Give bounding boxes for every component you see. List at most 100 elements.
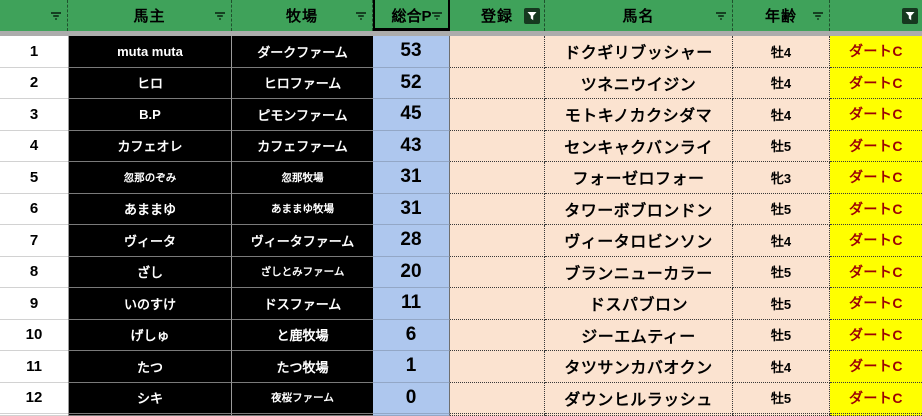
cell-farm[interactable]: あままゆ牧場 — [232, 193, 373, 225]
cell-entry[interactable] — [450, 382, 545, 414]
cell-owner[interactable]: いのすけ — [68, 288, 232, 320]
header-cell-surface[interactable] — [830, 0, 922, 31]
cell-entry[interactable] — [450, 225, 545, 257]
cell-points[interactable]: 31 — [373, 162, 450, 194]
cell-farm[interactable]: たつ牧場 — [232, 351, 373, 383]
cell-points[interactable]: 6 — [373, 319, 450, 351]
cell-farm[interactable]: ヒロファーム — [232, 67, 373, 99]
cell-owner[interactable]: あままゆ — [68, 193, 232, 225]
cell-age[interactable]: 牡5 — [733, 319, 830, 351]
cell-points[interactable]: 11 — [373, 288, 450, 320]
cell-surface[interactable]: ダートC — [830, 36, 922, 68]
cell-points[interactable]: 20 — [373, 256, 450, 288]
cell-age[interactable]: 牡4 — [733, 67, 830, 99]
cell-rank[interactable]: 5 — [0, 162, 68, 194]
cell-surface[interactable]: ダートC — [830, 319, 922, 351]
cell-farm[interactable]: ざしとみファーム — [232, 256, 373, 288]
filter-funnel-icon[interactable] — [524, 7, 540, 24]
cell-horse[interactable]: センキャクバンライ — [545, 130, 733, 162]
cell-horse[interactable]: ドクギリブッシャー — [545, 36, 733, 68]
cell-age[interactable]: 牡5 — [733, 256, 830, 288]
cell-rank[interactable]: 7 — [0, 225, 68, 257]
cell-surface[interactable]: ダートC — [830, 382, 922, 414]
cell-points[interactable]: 53 — [373, 36, 450, 68]
cell-horse[interactable]: ブランニューカラー — [545, 256, 733, 288]
cell-entry[interactable] — [450, 256, 545, 288]
header-cell-rank[interactable] — [0, 0, 68, 31]
header-cell-horse[interactable]: 馬名 — [545, 0, 733, 31]
cell-farm[interactable]: ダークファーム — [232, 36, 373, 68]
cell-owner[interactable]: muta muta — [68, 36, 232, 68]
cell-points[interactable]: 31 — [373, 193, 450, 225]
cell-rank[interactable]: 11 — [0, 351, 68, 383]
cell-rank[interactable]: 1 — [0, 36, 68, 68]
filter-dropdown-icon[interactable] — [714, 10, 728, 21]
cell-owner[interactable]: たつ — [68, 351, 232, 383]
cell-entry[interactable] — [450, 36, 545, 68]
cell-farm[interactable]: カフェファーム — [232, 130, 373, 162]
cell-owner[interactable]: げしゅ — [68, 319, 232, 351]
cell-surface[interactable]: ダートC — [830, 225, 922, 257]
cell-owner[interactable]: シキ — [68, 382, 232, 414]
cell-surface[interactable]: ダートC — [830, 130, 922, 162]
header-cell-owner[interactable]: 馬主 — [68, 0, 232, 31]
cell-farm[interactable]: ピモンファーム — [232, 99, 373, 131]
cell-surface[interactable]: ダートC — [830, 193, 922, 225]
cell-horse[interactable]: ドスパブロン — [545, 288, 733, 320]
cell-rank[interactable]: 9 — [0, 288, 68, 320]
filter-funnel-icon[interactable] — [902, 7, 918, 24]
cell-rank[interactable]: 4 — [0, 130, 68, 162]
cell-entry[interactable] — [450, 162, 545, 194]
cell-owner[interactable]: 忽那のぞみ — [68, 162, 232, 194]
cell-entry[interactable] — [450, 288, 545, 320]
filter-dropdown-icon[interactable] — [811, 10, 825, 21]
cell-points[interactable]: 43 — [373, 130, 450, 162]
cell-farm[interactable]: 夜桜ファーム — [232, 382, 373, 414]
cell-rank[interactable]: 8 — [0, 256, 68, 288]
filter-dropdown-icon[interactable] — [213, 10, 227, 21]
cell-rank[interactable]: 3 — [0, 99, 68, 131]
cell-rank[interactable]: 2 — [0, 67, 68, 99]
cell-surface[interactable]: ダートC — [830, 256, 922, 288]
cell-horse[interactable]: ジーエムティー — [545, 319, 733, 351]
cell-owner[interactable]: ヴィータ — [68, 225, 232, 257]
cell-entry[interactable] — [450, 130, 545, 162]
cell-horse[interactable]: フォーゼロフォー — [545, 162, 733, 194]
cell-age[interactable]: 牡4 — [733, 351, 830, 383]
cell-age[interactable]: 牝3 — [733, 162, 830, 194]
cell-age[interactable]: 牡4 — [733, 225, 830, 257]
cell-horse[interactable]: ヴィータロビンソン — [545, 225, 733, 257]
cell-horse[interactable]: タツサンカバオクン — [545, 351, 733, 383]
header-cell-farm[interactable]: 牧場 — [232, 0, 373, 31]
filter-dropdown-icon[interactable] — [430, 10, 444, 21]
cell-surface[interactable]: ダートC — [830, 67, 922, 99]
cell-age[interactable]: 牡5 — [733, 130, 830, 162]
cell-farm[interactable]: と鹿牧場 — [232, 319, 373, 351]
cell-entry[interactable] — [450, 67, 545, 99]
cell-owner[interactable]: ヒロ — [68, 67, 232, 99]
cell-points[interactable]: 1 — [373, 351, 450, 383]
cell-surface[interactable]: ダートC — [830, 351, 922, 383]
cell-horse[interactable]: モトキノカクシダマ — [545, 99, 733, 131]
cell-entry[interactable] — [450, 193, 545, 225]
cell-entry[interactable] — [450, 351, 545, 383]
cell-points[interactable]: 45 — [373, 99, 450, 131]
cell-farm[interactable]: ドスファーム — [232, 288, 373, 320]
filter-dropdown-icon[interactable] — [49, 10, 63, 21]
cell-horse[interactable]: ダウンヒルラッシュ — [545, 382, 733, 414]
cell-age[interactable]: 牡4 — [733, 99, 830, 131]
cell-points[interactable]: 52 — [373, 67, 450, 99]
cell-age[interactable]: 牡5 — [733, 193, 830, 225]
cell-owner[interactable]: カフェオレ — [68, 130, 232, 162]
cell-farm[interactable]: ヴィータファーム — [232, 225, 373, 257]
filter-dropdown-icon[interactable] — [354, 10, 368, 21]
cell-surface[interactable]: ダートC — [830, 162, 922, 194]
cell-rank[interactable]: 6 — [0, 193, 68, 225]
cell-age[interactable]: 牡4 — [733, 36, 830, 68]
cell-rank[interactable]: 10 — [0, 319, 68, 351]
header-cell-entry[interactable]: 登録 — [450, 0, 545, 31]
cell-horse[interactable]: ツネニウイジン — [545, 67, 733, 99]
cell-surface[interactable]: ダートC — [830, 99, 922, 131]
cell-rank[interactable]: 12 — [0, 382, 68, 414]
cell-points[interactable]: 0 — [373, 382, 450, 414]
